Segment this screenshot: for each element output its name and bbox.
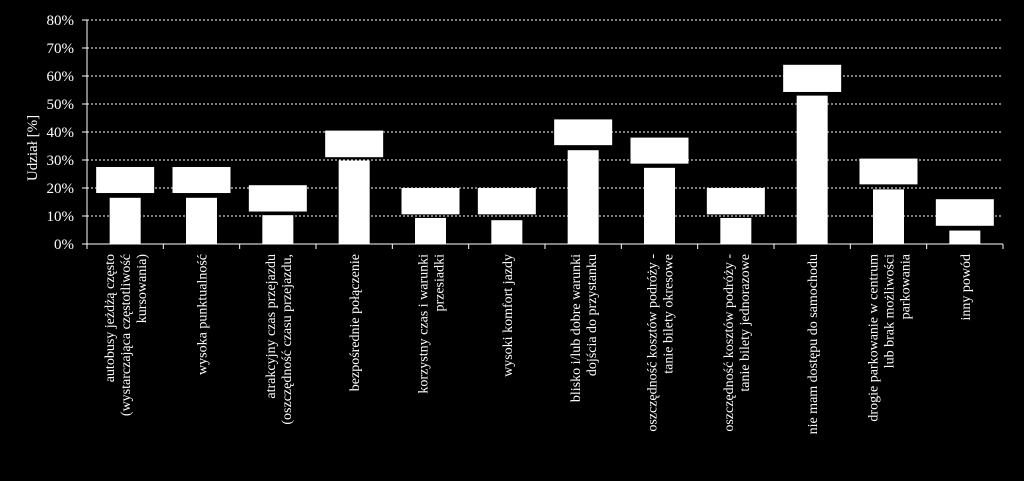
bar <box>873 189 904 244</box>
x-category-label: autobusy jeżdżą często(wystarczająca czę… <box>103 254 150 416</box>
range-bar <box>172 167 231 194</box>
bar <box>720 217 752 244</box>
range-bar <box>96 167 155 194</box>
range-bar <box>554 119 613 146</box>
bars <box>96 64 994 244</box>
x-category-label-line: korzystny czas i warunki <box>417 254 432 394</box>
bar <box>186 197 217 244</box>
range-bar <box>783 64 842 92</box>
range-bar <box>477 188 536 215</box>
x-category-label-line: dojścia do przystanku <box>585 254 600 376</box>
y-tick-label: 60% <box>47 69 75 85</box>
range-bar <box>859 158 918 185</box>
x-category-label: oszczędność kosztów podróży -tanie bilet… <box>722 254 753 432</box>
gridlines <box>87 19 1003 217</box>
axes <box>86 20 1004 249</box>
x-category-label-line: (oszczędność czasu przejazdu, <box>280 254 295 425</box>
range-bar <box>401 188 460 215</box>
range-bar <box>248 185 307 212</box>
bar <box>109 197 141 244</box>
x-category-label: wysoka punktualność <box>196 254 211 375</box>
bar <box>949 230 981 244</box>
bar <box>567 150 599 244</box>
y-tick-label: 30% <box>47 153 75 169</box>
x-category-label-line: oszczędność kosztów podróży - <box>646 254 661 432</box>
range-bar <box>706 188 765 215</box>
y-tick-labels: 0% 10% 20% 30% 40% 50% 60% 70% 80% <box>47 13 87 253</box>
range-bar <box>630 137 689 164</box>
x-category-label-line: atrakcyjny czas przejazdu <box>264 254 279 399</box>
x-category-label-line: inny powód <box>959 254 974 321</box>
x-category-label-line: autobusy jeżdżą często <box>103 254 118 382</box>
x-category-label-line: przesiadki <box>433 254 448 312</box>
x-category-label: drogie parkowanie w centrumlub brak możl… <box>867 253 914 421</box>
bar <box>644 167 675 244</box>
bar <box>262 215 294 244</box>
x-category-label-line: blisko i/lub dobre warunki <box>569 254 584 402</box>
x-category-label-line: tanie bilety jednorazowe <box>738 254 753 392</box>
x-category-label-line: nie mam dostępu do samochodu <box>806 254 821 434</box>
y-tick-label: 0% <box>54 237 74 253</box>
x-category-label: bezpośrednie połączenie <box>348 254 363 391</box>
x-category-label: oszczędność kosztów podróży -tanie bilet… <box>646 254 677 432</box>
x-category-label-line: wysoka punktualność <box>196 254 211 375</box>
y-tick-label: 50% <box>47 97 75 113</box>
x-category-label-line: wysoki komfort jazdy <box>501 254 516 377</box>
bar <box>491 220 523 244</box>
bar <box>796 95 828 244</box>
y-tick-label: 10% <box>47 209 75 225</box>
x-category-label: wysoki komfort jazdy <box>501 254 516 377</box>
x-category-label: nie mam dostępu do samochodu <box>806 254 821 434</box>
x-category-label-line: bezpośrednie połączenie <box>348 254 363 391</box>
x-category-label-line: tanie bilety okresowe <box>662 254 677 374</box>
x-category-label: atrakcyjny czas przejazdu(oszczędność cz… <box>264 254 295 425</box>
x-category-label-line: parkowania <box>899 253 914 319</box>
x-category-label-line: oszczędność kosztów podróży - <box>722 254 737 432</box>
range-bar <box>325 130 384 158</box>
y-tick-label: 40% <box>47 125 75 141</box>
x-category-label: inny powód <box>959 254 974 321</box>
x-category-label-line: drogie parkowanie w centrum <box>867 254 882 422</box>
y-axis-title: Udział [%] <box>25 115 41 181</box>
x-category-label: korzystny czas i warunkiprzesiadki <box>417 254 448 394</box>
category-labels: autobusy jeżdżą często(wystarczająca czę… <box>103 253 974 434</box>
x-category-label-line: (wystarczająca częstotliwość <box>119 254 134 416</box>
bar <box>415 217 446 244</box>
range-bar <box>935 199 994 226</box>
y-tick-label: 70% <box>47 41 75 57</box>
bar <box>338 160 370 244</box>
x-category-label-line: lub brak możliwości <box>883 254 898 368</box>
y-tick-label: 20% <box>47 181 75 197</box>
x-category-label-line: kursowania) <box>135 254 150 324</box>
x-category-label: blisko i/lub dobre warunkidojścia do prz… <box>569 254 600 402</box>
y-tick-label: 80% <box>47 13 75 29</box>
